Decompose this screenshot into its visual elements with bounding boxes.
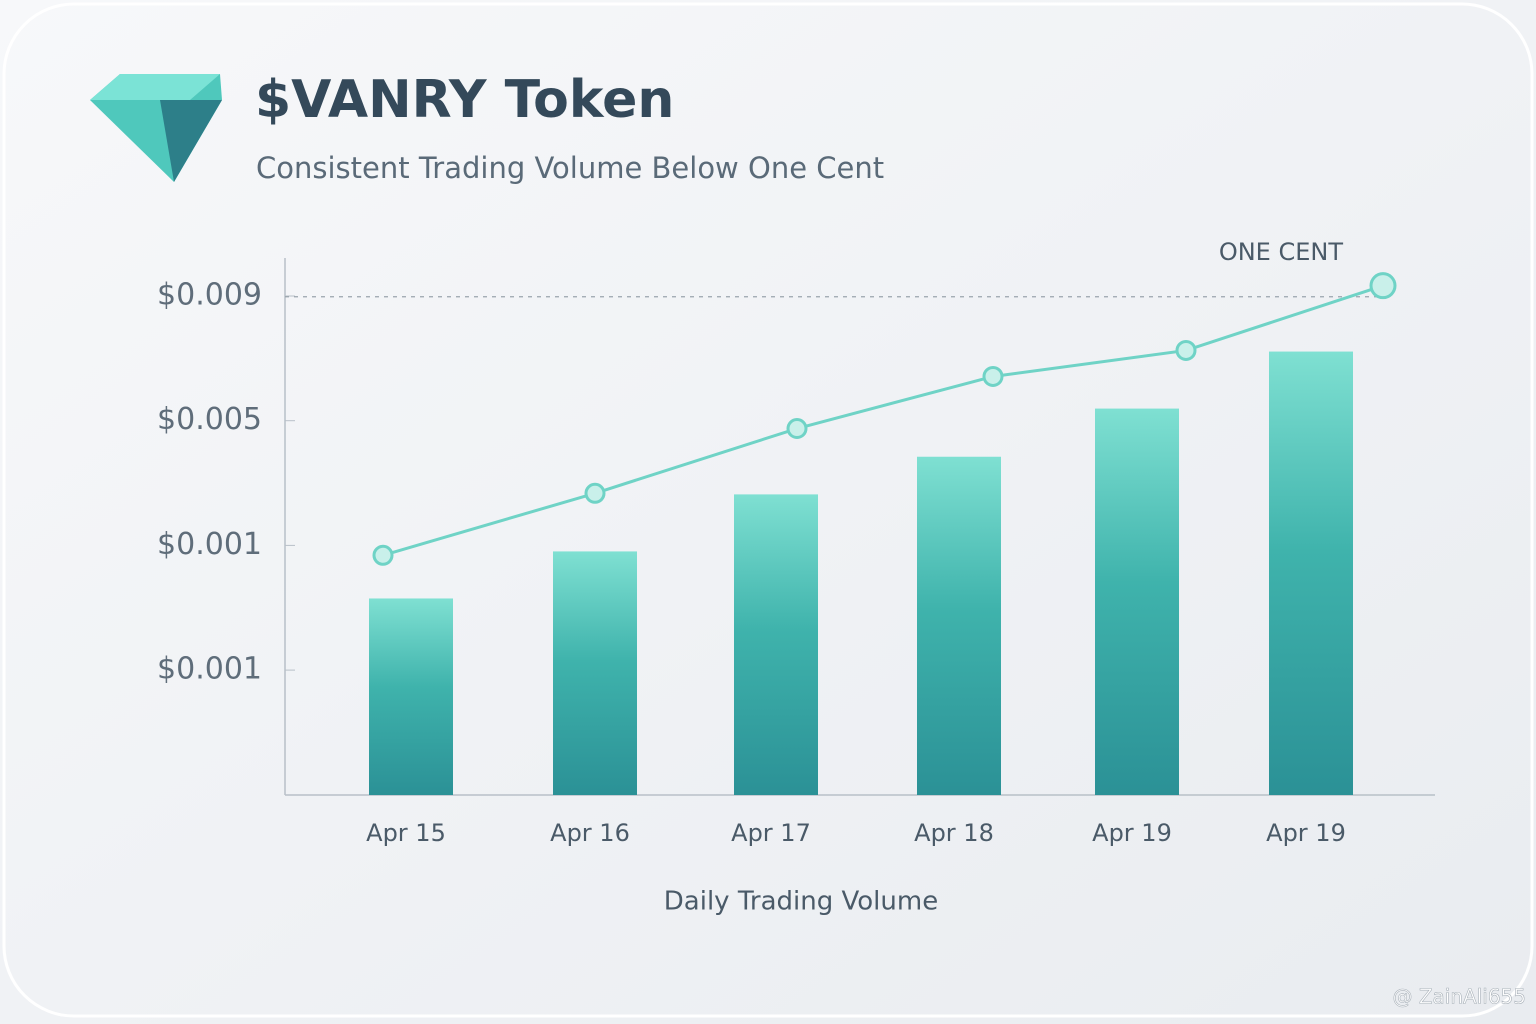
watermark: @ ZainAli655 [1392,985,1526,1009]
x-tick-label: Apr 19 [1092,819,1172,847]
bar [1269,351,1353,795]
line-point [982,365,1004,387]
bar [553,551,637,795]
line-point [584,482,606,504]
reference-label: ONE CENT [1219,238,1344,266]
line-point [1369,272,1397,300]
line-point [1175,339,1197,361]
line-point [372,544,394,566]
x-tick-label: Apr 16 [550,819,630,847]
x-axis-label: Daily Trading Volume [664,887,938,917]
bar [734,494,818,795]
x-tick-label: Apr 17 [731,819,811,847]
y-axis-label: $0.009 [157,278,262,313]
title: $VANRY Token [255,70,674,130]
x-tick-label: Apr 19 [1266,819,1346,847]
subtitle: Consistent Trading Volume Below One Cent [256,151,884,185]
bar [369,598,453,795]
y-axis-label: $0.005 [157,402,262,437]
logo [90,74,222,182]
trend-line [382,284,1384,557]
x-tick-label: Apr 18 [914,819,994,847]
y-axis-label: $0.001 [157,652,262,687]
bar [1095,408,1179,795]
bar [917,456,1001,795]
line-point [786,418,808,440]
x-tick-label: Apr 15 [366,819,446,847]
y-axis-label: $0.001 [157,527,262,562]
